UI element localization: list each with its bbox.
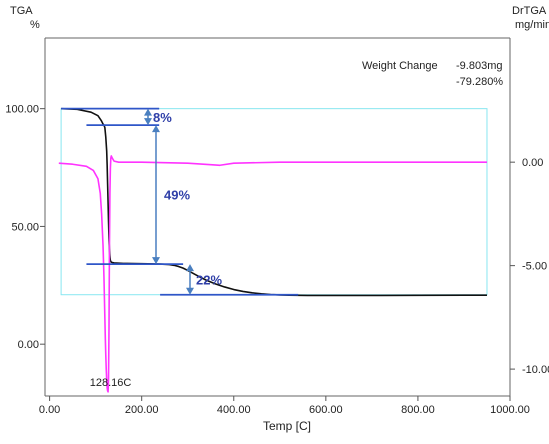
x-tick-label: 600.00 bbox=[309, 404, 343, 416]
drtga-curve bbox=[58, 155, 487, 393]
analysis-box-layer bbox=[60, 108, 488, 296]
y-right-tick-label: 0.00 bbox=[522, 157, 543, 169]
step-arrow-head-up bbox=[144, 108, 152, 116]
right-axis-unit: mg/min bbox=[515, 19, 549, 31]
step-percent-label: 8% bbox=[153, 110, 172, 125]
step-arrow-head-up bbox=[186, 264, 194, 272]
y-left-tick-label: 100.00 bbox=[5, 104, 39, 116]
weight-change-pct: -79.280% bbox=[456, 76, 503, 88]
step-arrow-head-up bbox=[152, 125, 160, 133]
tga-curve bbox=[61, 107, 487, 297]
y-left-tick-label: 50.00 bbox=[11, 221, 39, 233]
weight-change-label: Weight Change bbox=[362, 60, 438, 72]
left-axis-title: TGA bbox=[10, 5, 33, 17]
x-tick-label: 800.00 bbox=[401, 404, 435, 416]
y-left-tick-label: 0.00 bbox=[18, 339, 39, 351]
y-right-tick-label: -10.00 bbox=[522, 364, 549, 376]
step-arrow-head-down bbox=[152, 257, 160, 265]
y-right-tick-label: -5.00 bbox=[522, 261, 547, 273]
step-arrow-head-down bbox=[186, 287, 194, 295]
ticks-layer: 0.00 200.00 400.00 600.00 800.00 1000.00 0.00 5… bbox=[5, 104, 549, 416]
x-axis-title: Temp [C] bbox=[263, 419, 311, 433]
right-axis-title: DrTGA bbox=[512, 5, 547, 17]
x-tick-label: 0.00 bbox=[39, 404, 60, 416]
x-tick-label: 1000.00 bbox=[490, 404, 530, 416]
step-annotations-layer: 8% 49% 22% bbox=[61, 107, 299, 296]
step-percent-label: 22% bbox=[196, 272, 222, 287]
x-tick-label: 200.00 bbox=[125, 404, 159, 416]
peak-temperature-label: 128.16C bbox=[90, 377, 132, 389]
step-percent-label: 49% bbox=[164, 188, 190, 203]
x-tick-label: 400.00 bbox=[217, 404, 251, 416]
step-arrow-head-down bbox=[144, 118, 152, 126]
left-axis-unit: % bbox=[30, 19, 40, 31]
weight-change-mg: -9.803mg bbox=[456, 60, 502, 72]
analysis-box bbox=[60, 108, 488, 296]
series-layer: 128.16C bbox=[58, 107, 487, 393]
